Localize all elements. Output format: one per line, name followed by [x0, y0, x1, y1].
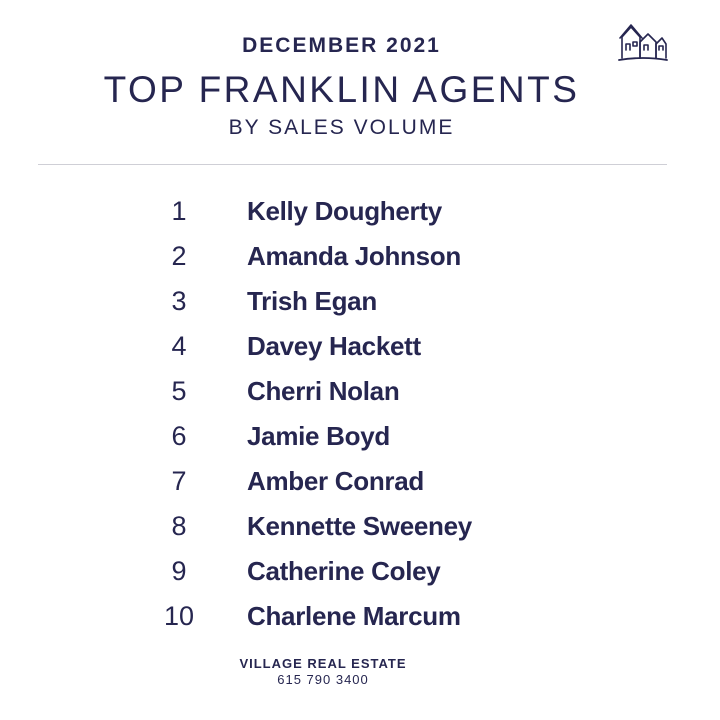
- agent-name: Cherri Nolan: [247, 376, 400, 406]
- rank-number: 7: [171, 466, 187, 496]
- houses-icon: [618, 24, 668, 61]
- rank-number: 10: [163, 601, 195, 631]
- list-item: 8 Kennette Sweeney: [0, 505, 700, 550]
- rank-number: 4: [171, 331, 187, 361]
- agent-list: 1 Kelly Dougherty 2 Amanda Johnson 3 Tri…: [0, 190, 700, 640]
- list-item: 3 Trish Egan: [0, 280, 700, 325]
- rank-number: 5: [171, 376, 187, 406]
- agent-name: Kelly Dougherty: [247, 196, 442, 226]
- agent-name: Amber Conrad: [247, 466, 424, 496]
- list-item: 9 Catherine Coley: [0, 550, 700, 595]
- rank-number: 2: [171, 241, 187, 271]
- footer-phone-number: 615 790 3400: [277, 672, 369, 687]
- rank-number: 6: [171, 421, 187, 451]
- list-item: 5 Cherri Nolan: [0, 370, 700, 415]
- list-item: 4 Davey Hackett: [0, 325, 700, 370]
- rank-number: 8: [171, 511, 187, 541]
- list-item: 1 Kelly Dougherty: [0, 190, 700, 235]
- page-title: TOP FRANKLIN AGENTS: [103, 69, 580, 110]
- footer-company-name: VILLAGE REAL ESTATE: [239, 656, 407, 671]
- list-item: 10 Charlene Marcum: [0, 595, 700, 640]
- rank-number: 3: [171, 286, 187, 316]
- list-item: 6 Jamie Boyd: [0, 415, 700, 460]
- agent-name: Charlene Marcum: [247, 601, 461, 631]
- divider: [38, 164, 667, 165]
- month-heading: DECEMBER 2021: [242, 34, 441, 57]
- agent-name: Davey Hackett: [247, 331, 421, 361]
- list-item: 7 Amber Conrad: [0, 460, 700, 505]
- list-item: 2 Amanda Johnson: [0, 235, 700, 280]
- rank-number: 9: [171, 556, 187, 586]
- agent-name: Amanda Johnson: [247, 241, 461, 271]
- agent-name: Trish Egan: [247, 286, 377, 316]
- page-subtitle: BY SALES VOLUME: [228, 116, 455, 139]
- agent-name: Catherine Coley: [247, 556, 441, 586]
- agent-name: Kennette Sweeney: [247, 511, 472, 541]
- rank-number: 1: [171, 196, 187, 226]
- agent-name: Jamie Boyd: [247, 421, 390, 451]
